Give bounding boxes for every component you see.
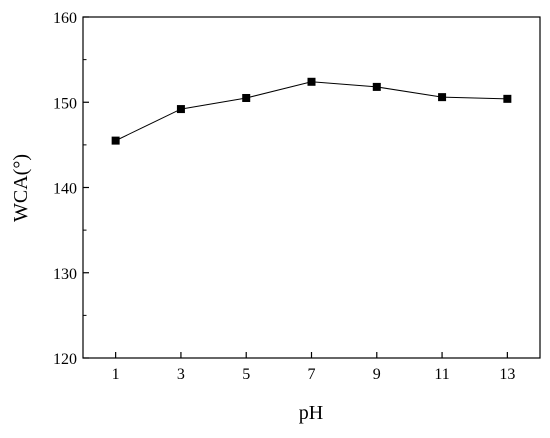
y-tick-label: 130 xyxy=(53,266,77,283)
data-point xyxy=(307,77,316,86)
y-tick-label: 160 xyxy=(53,10,77,27)
y-tick-label: 140 xyxy=(53,181,77,198)
x-tick-label: 5 xyxy=(242,366,250,383)
x-tick-label: 9 xyxy=(373,366,381,383)
data-point xyxy=(242,93,251,102)
x-tick-label: 3 xyxy=(177,366,185,383)
x-axis-title: pH xyxy=(299,402,323,424)
data-point xyxy=(372,82,381,91)
y-tick-label: 120 xyxy=(53,351,77,368)
x-tick-label: 13 xyxy=(499,366,515,383)
x-axis-ticks: 1 3 5 7 9 11 13 xyxy=(112,352,515,383)
x-tick-label: 11 xyxy=(434,366,449,383)
y-axis-ticks: 120 130 140 150 160 xyxy=(53,10,89,368)
data-point xyxy=(176,105,185,114)
series-layer xyxy=(111,77,512,145)
data-point xyxy=(438,93,447,102)
x-tick-label: 7 xyxy=(308,366,316,383)
y-tick-label: 150 xyxy=(53,95,77,112)
plot-frame xyxy=(82,16,541,359)
data-point xyxy=(503,94,512,103)
y-axis-title: WCA(°) xyxy=(10,154,32,222)
series-line xyxy=(115,81,508,142)
x-tick-label: 1 xyxy=(112,366,120,383)
data-point xyxy=(111,136,120,145)
